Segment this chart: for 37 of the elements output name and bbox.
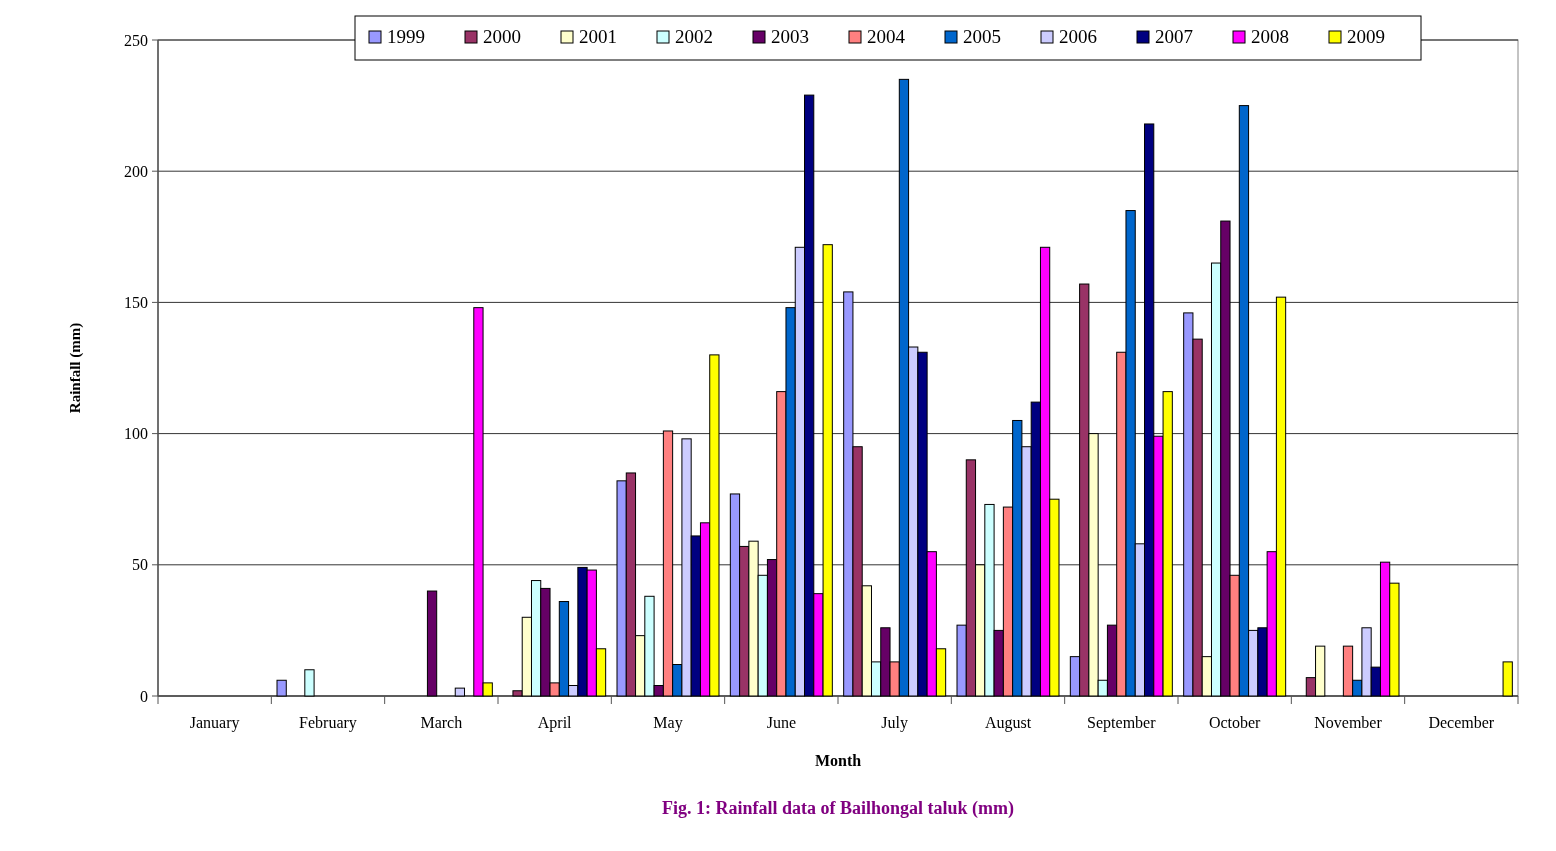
bar <box>1502 661 1513 697</box>
legend-label: 1999 <box>387 26 425 47</box>
legend-label: 2009 <box>1347 26 1385 47</box>
legend-label: 2007 <box>1155 26 1193 47</box>
legend-label: 2006 <box>1059 26 1097 47</box>
x-tick-label: August <box>984 714 1032 732</box>
x-tick-label: April <box>537 714 573 732</box>
bar <box>426 590 438 697</box>
x-tick-label: March <box>420 714 463 731</box>
y-tick-label: 150 <box>124 294 148 311</box>
y-tick-label: 100 <box>124 425 148 443</box>
legend-label: 2001 <box>579 26 617 47</box>
bar <box>276 679 287 697</box>
x-tick-label: December <box>1428 714 1495 731</box>
x-tick-label: October <box>1208 714 1262 731</box>
y-tick-label: 0 <box>140 687 148 705</box>
y-tick-label: 200 <box>124 162 148 180</box>
bar <box>304 669 315 697</box>
x-tick-label: May <box>653 714 683 732</box>
legend-label: 2008 <box>1251 26 1289 47</box>
y-tick-label: 250 <box>124 31 148 49</box>
x-axis-title: Month <box>814 752 862 769</box>
x-tick-label: February <box>299 714 357 732</box>
x-tick-label: January <box>189 714 240 732</box>
x-tick-label: November <box>1314 714 1383 731</box>
legend-label: 2000 <box>483 26 521 47</box>
x-tick-label: September <box>1087 714 1157 732</box>
legend-label: 2003 <box>771 26 809 47</box>
x-tick-label: June <box>766 714 796 731</box>
legend-label: 2004 <box>867 26 906 47</box>
y-tick-label: 50 <box>132 556 148 574</box>
legend-label: 2002 <box>675 26 713 47</box>
y-axis-title: Rainfall (mm) <box>67 322 84 414</box>
text: Fig. 1: Rainfall data of Bailhongal taluk (mm) <box>661 798 1015 819</box>
x-tick-label: July <box>881 714 908 732</box>
bar <box>454 687 466 697</box>
legend-label: 2005 <box>963 26 1001 47</box>
